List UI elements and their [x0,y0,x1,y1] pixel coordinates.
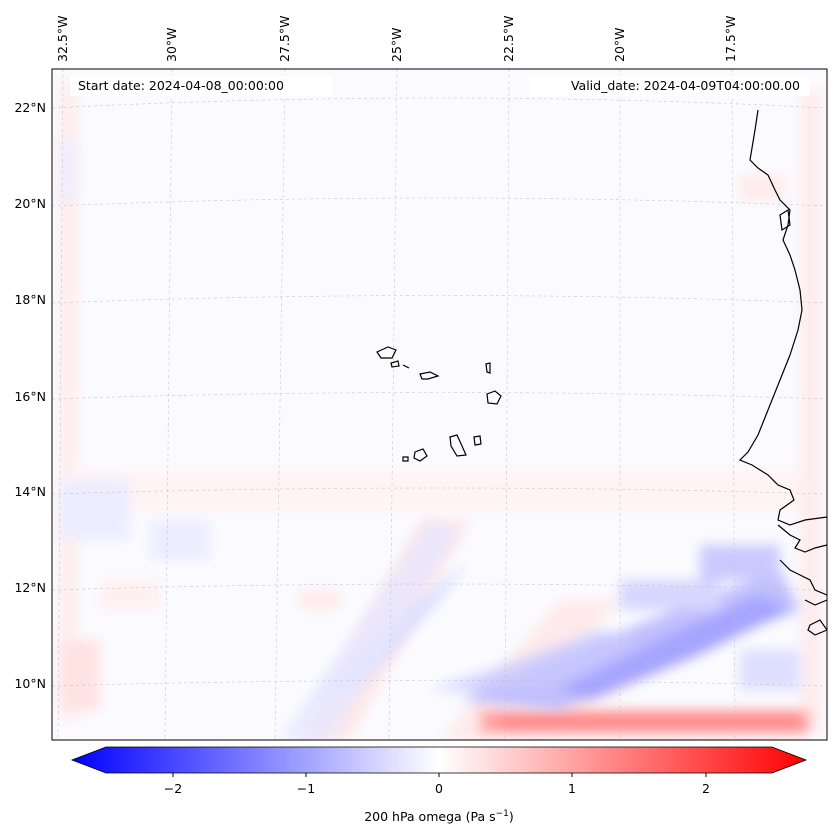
lon-label-25w: 25°W [389,27,404,62]
lat-label-18n: 18°N [14,292,46,307]
colorbar-tick-2: 2 [702,781,710,796]
lat-label-14n: 14°N [14,484,46,499]
omega-field-negative [60,140,800,740]
lat-label-20n: 20°N [14,196,46,211]
colorbar-tick-minus2: −2 [164,781,182,796]
island-santiago [449,434,467,457]
valid-date-box [530,76,810,96]
start-date-label: Start date: 2024-04-08_00:00:00 [78,78,284,93]
lat-label-16n: 16°N [14,389,46,404]
colorbar-label: 200 hPa omega (Pa s−1) [364,809,514,824]
colorbar-tick-1: 1 [568,781,576,796]
coastline [738,109,827,636]
lon-label-30w: 30°W [164,27,179,62]
start-date-box [70,76,332,96]
island-sal [485,362,491,374]
lon-label-17-5w: 17.5°W [723,16,738,62]
longitude-labels: 32.5°W 30°W 27.5°W 25°W 22.5°W 20°W 17.5… [55,16,738,62]
island-fogo [413,448,428,462]
latitude-labels: 22°N 20°N 18°N 16°N 14°N 12°N 10°N [14,100,46,691]
colorbar-tick-minus1: −1 [297,781,315,796]
lat-label-12n: 12°N [14,580,46,595]
island-maio [473,435,482,446]
cape-verde-islands [376,346,502,462]
valid-date-label: Valid_date: 2024-04-09T04:00:00.00 [571,78,800,93]
plot-frame [51,68,828,741]
colorbar-body [70,746,808,774]
lon-label-32-5w: 32.5°W [55,16,70,62]
plot-area [52,69,827,740]
island-boa-vista [486,390,502,405]
island-santo-antao [376,346,397,359]
colorbar-ticks [172,773,707,777]
colorbar-tick-0: 0 [435,781,443,796]
island-sao-nicolau [419,371,440,380]
island-sao-vicente [390,360,400,368]
lon-label-27-5w: 27.5°W [277,16,292,62]
lon-label-20w: 20°W [612,27,627,62]
lat-label-22n: 22°N [14,100,46,115]
lon-label-22-5w: 22.5°W [501,16,516,62]
colorbar: −2 −1 0 1 2 200 hPa omega (Pa s−1) [70,746,808,824]
lat-label-10n: 10°N [14,676,46,691]
gridlines [52,69,827,740]
island-brava [402,456,409,462]
island-santa-luzia [402,364,410,369]
